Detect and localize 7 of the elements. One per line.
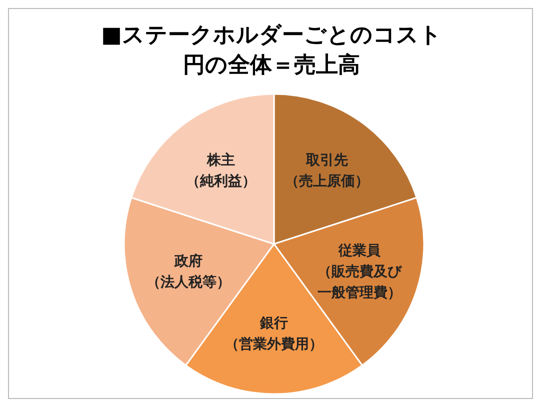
slice-label: 従業員（販売費及び一般管理費） [318, 242, 403, 301]
slice-label: 株主（純利益） [186, 152, 256, 190]
slice-label: 銀行（営業外費用） [225, 316, 323, 352]
chart-title: ■ステークホルダーごとのコスト [100, 22, 443, 50]
slice-label: 取引先（売上原価） [284, 152, 369, 190]
slice-label: 政府（法人税等） [146, 252, 230, 290]
chart-subtitle: 円の全体＝売上高 [182, 52, 361, 80]
